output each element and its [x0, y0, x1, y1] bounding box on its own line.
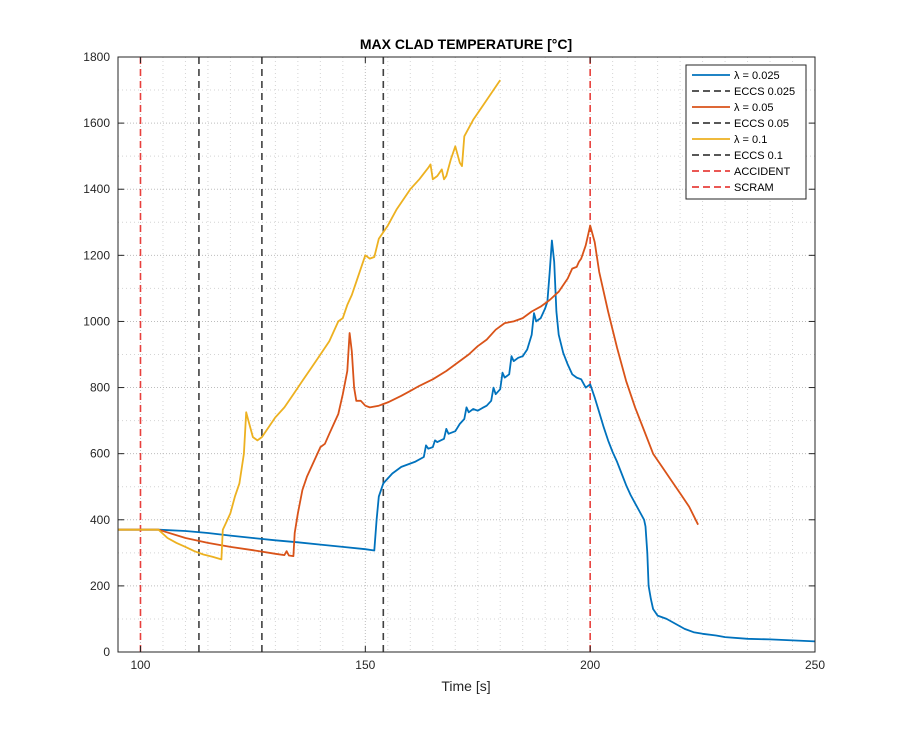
legend-box — [685, 64, 807, 200]
x-tick-label: 100 — [130, 658, 150, 672]
x-axis-label: Time [s] — [441, 678, 490, 694]
series-line-0-025 — [118, 239, 815, 643]
y-tick-label: 200 — [90, 579, 110, 593]
y-tick-label: 600 — [90, 447, 110, 461]
y-tick-label: 1400 — [83, 182, 110, 196]
y-tick-label: 0 — [103, 645, 110, 659]
y-tick-label: 1600 — [83, 116, 110, 130]
series-line-0-1 — [118, 79, 501, 561]
y-tick-label: 1800 — [83, 50, 110, 64]
x-tick-label: 200 — [580, 658, 600, 672]
legend-label: ECCS 0.05 — [734, 118, 789, 130]
series-line-0-05 — [118, 224, 699, 557]
axis-ticks — [118, 56, 816, 653]
y-tick-label: 1000 — [83, 314, 110, 328]
legend-label: ECCS 0.1 — [734, 150, 783, 162]
series-layer — [118, 57, 815, 652]
legend-label: λ = 0.1 — [734, 134, 767, 146]
chart-title: MAX CLAD TEMPERATURE [°C] — [360, 36, 572, 52]
y-tick-label: 400 — [90, 513, 110, 527]
x-tick-label: 250 — [805, 658, 825, 672]
series-group — [118, 57, 815, 652]
legend-label: ECCS 0.025 — [734, 86, 795, 98]
legend-label: ACCIDENT — [734, 166, 791, 178]
y-tick-label: 1200 — [83, 248, 110, 262]
plot-frame — [117, 56, 816, 653]
x-tick-label: 150 — [355, 658, 375, 672]
minor-grid — [117, 57, 815, 652]
legend-label: λ = 0.025 — [734, 70, 780, 82]
tick-labels: 100 150 200 250 0 200 400 600 800 1000 1200 1400 160… — [83, 50, 825, 672]
legend: λ = 0.025 ECCS 0.025 λ = 0.05 ECCS 0.05 λ = … — [685, 64, 807, 200]
y-tick-label: 800 — [90, 381, 110, 395]
legend-label: SCRAM — [734, 182, 774, 194]
legend-label: λ = 0.05 — [734, 102, 773, 114]
